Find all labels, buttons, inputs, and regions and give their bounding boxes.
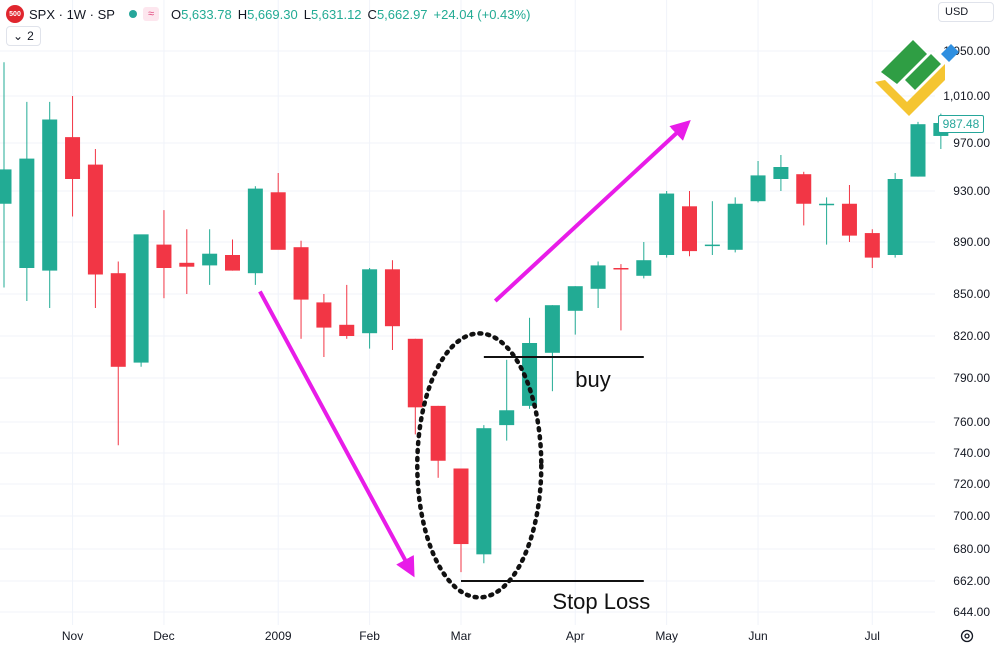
candle-body <box>659 193 675 255</box>
candle-body <box>819 203 835 206</box>
last-price-label: 987.48 <box>938 115 984 133</box>
price-tick-label: 760.00 <box>953 415 990 429</box>
annotations: buy Stop Loss <box>258 119 691 614</box>
price-tick-label: 662.00 <box>953 574 990 588</box>
open-value: 5,633.78 <box>181 6 232 22</box>
candle-body <box>42 119 58 271</box>
candle-body <box>430 405 446 461</box>
candle-body <box>613 268 629 270</box>
symbol-header: 500 SPX · 1W · SP ≈ O5,633.78 H5,669.30 … <box>6 4 530 24</box>
candle-body <box>773 167 789 179</box>
candle-body <box>499 410 515 426</box>
candle-body <box>590 265 606 289</box>
symbol-badge: 500 <box>6 5 24 23</box>
time-tick-label: Mar <box>451 629 472 643</box>
time-tick-label: Jul <box>865 629 880 643</box>
candle-body <box>65 137 81 179</box>
chevron-down-icon: ⌄ <box>13 29 24 43</box>
time-tick-label: Apr <box>566 629 585 643</box>
price-tick-label: 820.00 <box>953 329 990 343</box>
candle-body <box>110 273 126 367</box>
candle-body <box>247 188 263 274</box>
currency-button[interactable]: USD <box>938 2 994 22</box>
price-tick-label: 740.00 <box>953 446 990 460</box>
candle-body <box>87 164 103 275</box>
candle-body <box>910 124 926 177</box>
candle-body <box>567 286 583 311</box>
time-tick-label: Feb <box>359 629 380 643</box>
pattern-highlight-ellipse <box>415 331 544 600</box>
candle-body <box>225 255 240 271</box>
price-tick-label: 680.00 <box>953 542 990 556</box>
time-axis[interactable]: Nov Dec 2009 Feb Mar Apr May Jun Jul <box>62 629 880 643</box>
candle-body <box>270 192 286 250</box>
candle-body <box>339 324 355 336</box>
candle-body <box>293 247 309 300</box>
candle-body <box>864 233 880 258</box>
ohlc-values: O5,633.78 H5,669.30 L5,631.12 C5,662.97 … <box>171 7 530 22</box>
high-key: H <box>237 6 248 22</box>
collapse-indicators-button[interactable]: ⌄ 2 <box>6 26 41 46</box>
price-tick-label: 1,010.00 <box>943 89 990 103</box>
candle-body <box>704 244 720 247</box>
candle-body <box>796 174 812 204</box>
candle-body <box>636 260 652 276</box>
candle-body <box>682 206 697 252</box>
price-tick-label: 720.00 <box>953 477 990 491</box>
candle-body <box>362 269 378 334</box>
candle-body <box>316 302 332 328</box>
close-key: C <box>367 6 377 22</box>
candle-body <box>544 305 560 353</box>
close-value: 5,662.97 <box>376 6 428 22</box>
price-tick-label: 850.00 <box>953 287 990 301</box>
green-dot-icon <box>128 10 137 18</box>
high-value: 5,669.30 <box>247 6 298 22</box>
time-tick-label: 2009 <box>265 629 292 643</box>
price-axis[interactable]: 644.00 662.00 680.00 700.00 720.00 740.00 760.… <box>943 44 990 619</box>
price-tick-label: 890.00 <box>953 235 990 249</box>
candles <box>0 62 949 573</box>
price-tick-label: 970.00 <box>953 136 990 150</box>
candle-body <box>0 169 12 204</box>
candle-body <box>179 262 195 267</box>
candle-body <box>522 343 538 406</box>
time-tick-label: Dec <box>153 629 174 643</box>
stop-loss-label: Stop Loss <box>552 589 650 614</box>
indicator-count: 2 <box>27 29 34 43</box>
candle-body <box>476 428 492 555</box>
candle-body <box>727 203 743 250</box>
change-value: +24.04 (+0.43%) <box>433 6 531 22</box>
candle-body <box>156 244 172 268</box>
logo <box>875 40 959 116</box>
low-value: 5,631.12 <box>310 6 362 22</box>
low-key: L <box>303 6 311 22</box>
time-tick-label: May <box>655 629 678 643</box>
wave-icon[interactable]: ≈ <box>142 7 159 21</box>
candle-body <box>384 269 400 327</box>
price-tick-label: 790.00 <box>953 371 990 385</box>
chart-grid <box>0 0 935 625</box>
open-key: O <box>170 6 182 22</box>
candle-body <box>407 338 423 408</box>
candle-body <box>133 234 149 363</box>
time-tick-label: Jun <box>748 629 767 643</box>
down-arrow <box>258 290 415 578</box>
candle-body <box>202 253 218 266</box>
candle-body <box>453 468 469 545</box>
candle-body <box>841 203 857 236</box>
candle-body <box>887 179 903 255</box>
price-tick-label: 700.00 <box>953 509 990 523</box>
time-tick-label: Nov <box>62 629 83 643</box>
buy-label: buy <box>575 367 610 392</box>
candle-body <box>19 158 35 268</box>
symbol-title[interactable]: SPX · 1W · SP <box>29 6 115 22</box>
price-tick-label: 930.00 <box>953 184 990 198</box>
price-tick-label: 644.00 <box>953 605 990 619</box>
candle-body <box>750 175 766 202</box>
settings-icon[interactable] <box>959 628 975 644</box>
up-arrow <box>493 119 691 303</box>
